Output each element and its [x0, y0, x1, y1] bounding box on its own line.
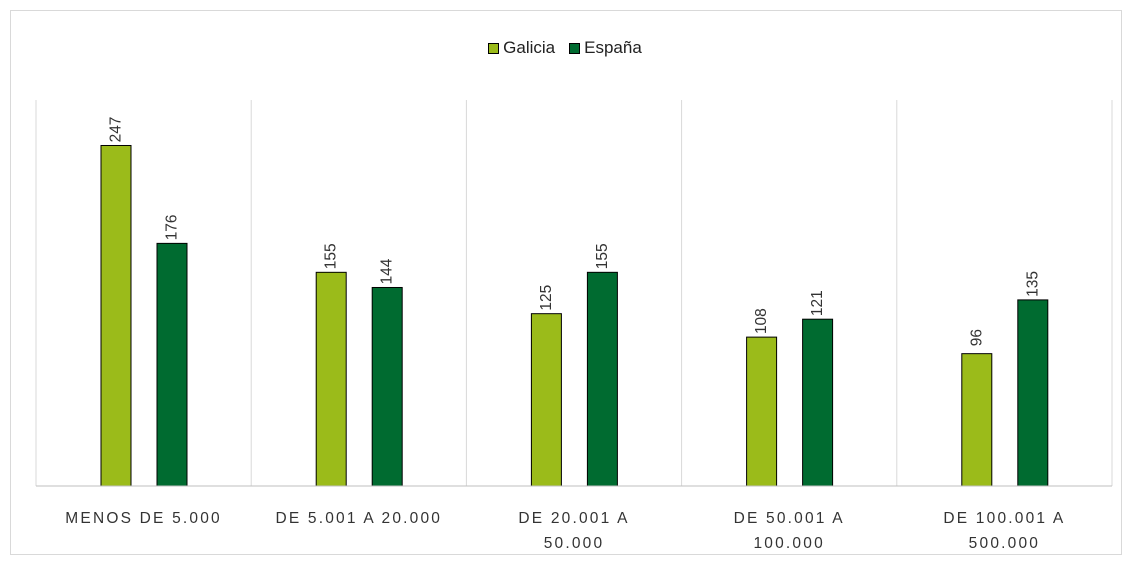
data-label: 176 — [164, 214, 181, 240]
data-label: 125 — [538, 285, 555, 311]
data-label: 135 — [1024, 271, 1041, 297]
category-label: DE 20.001 A — [518, 510, 629, 527]
legend: Galicia España — [0, 38, 1130, 58]
data-label: 96 — [968, 329, 985, 346]
legend-item-espana: España — [569, 38, 642, 58]
chart-frame — [10, 10, 1122, 555]
bar-espana-3 — [802, 318, 834, 487]
data-label: 247 — [108, 117, 125, 143]
data-label: 155 — [594, 243, 611, 269]
bar-espana-2 — [586, 271, 618, 487]
bar-galicia-3 — [746, 336, 778, 487]
bar-espana-1 — [371, 286, 403, 487]
category-label: 50.000 — [544, 535, 605, 552]
data-label: 155 — [323, 243, 340, 269]
bar-espana-0 — [156, 242, 188, 487]
legend-swatch-espana — [569, 42, 581, 54]
data-label: 144 — [379, 258, 396, 284]
bar-galicia-0 — [100, 144, 132, 487]
category-label: DE 5.001 A 20.000 — [275, 510, 442, 527]
legend-swatch-galicia — [488, 42, 500, 54]
category-label: 100.000 — [753, 535, 824, 552]
bar-espana-4 — [1017, 299, 1049, 487]
legend-label-espana: España — [584, 38, 642, 57]
category-label: DE 50.001 A — [734, 510, 845, 527]
category-label: MENOS DE 5.000 — [65, 510, 222, 527]
data-label: 108 — [753, 308, 770, 334]
data-label: 121 — [809, 290, 826, 316]
bar-galicia-4 — [961, 353, 993, 487]
legend-item-galicia: Galicia — [488, 38, 555, 58]
bar-galicia-2 — [530, 313, 562, 487]
bar-galicia-1 — [315, 271, 347, 487]
category-label: DE 100.001 A — [943, 510, 1065, 527]
legend-label-galicia: Galicia — [503, 38, 556, 57]
category-label: 500.000 — [969, 535, 1040, 552]
